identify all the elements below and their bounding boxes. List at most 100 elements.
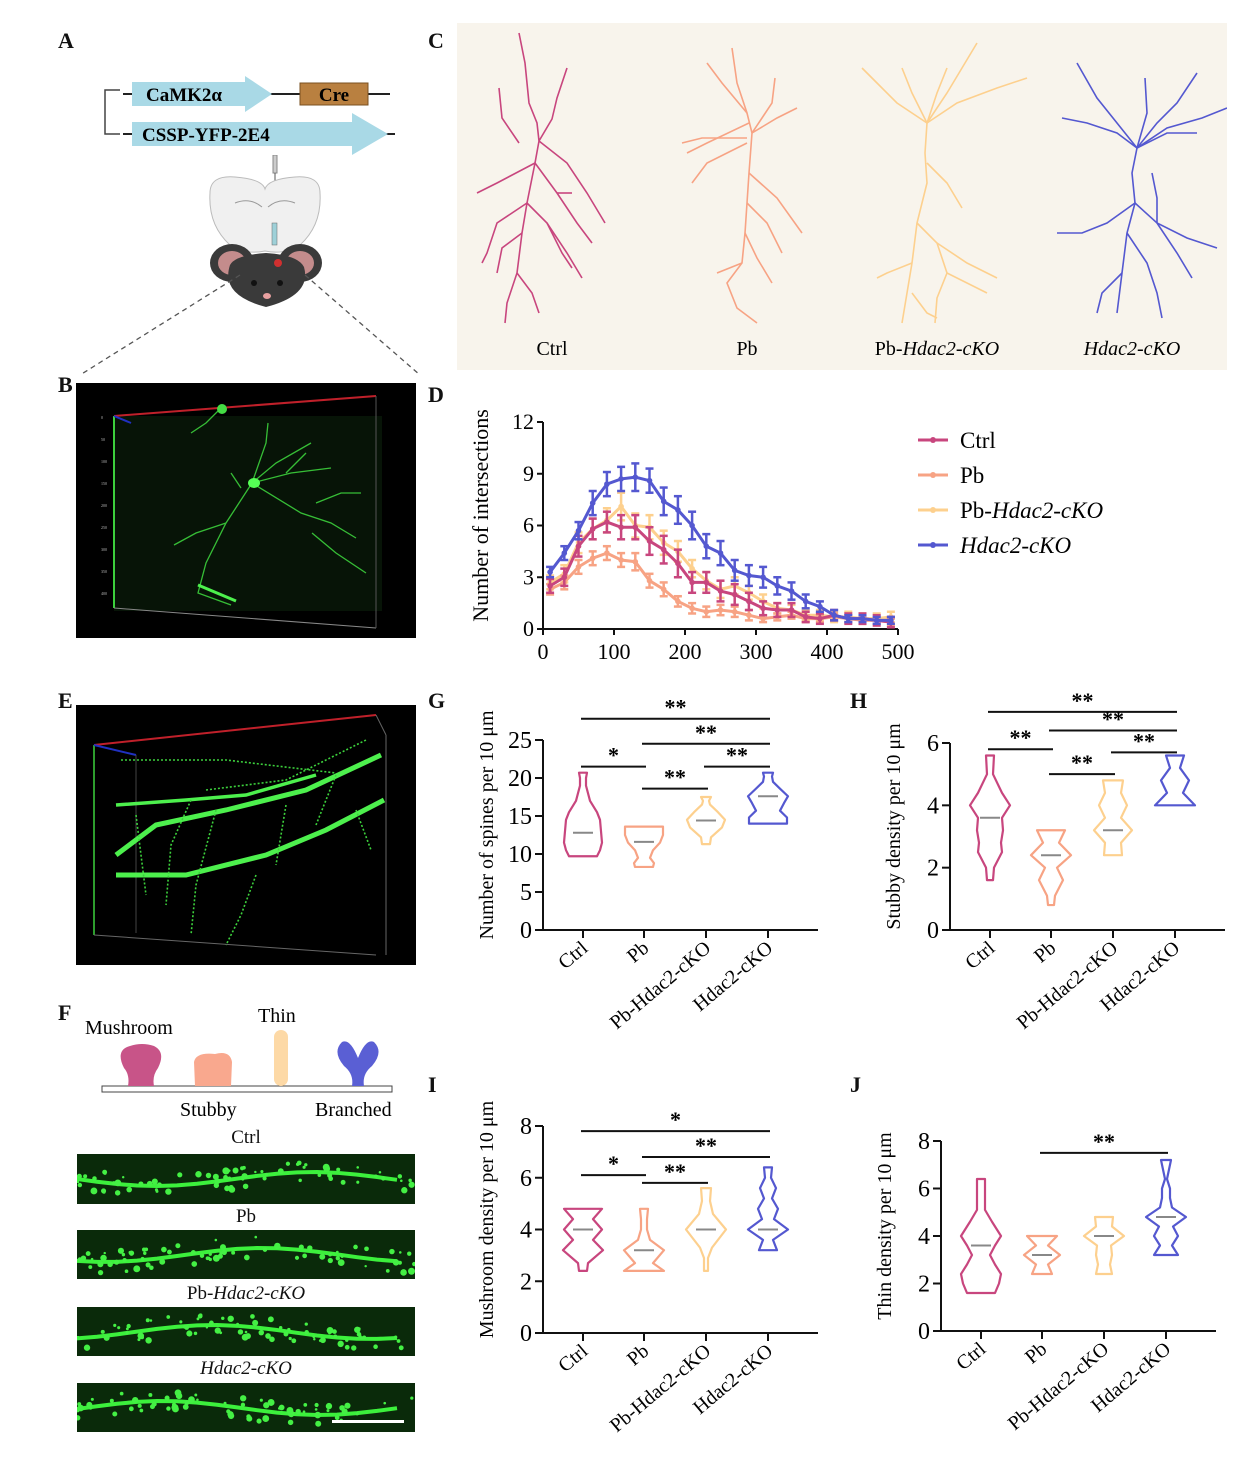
spine-puncta: [355, 1412, 359, 1416]
violin-hdac2-cko: [1153, 754, 1197, 807]
data-point: [561, 574, 568, 581]
violin-ctrl: [561, 1207, 605, 1272]
data-point: [660, 498, 667, 505]
data-point: [618, 503, 624, 510]
x-tick-label: 0: [538, 639, 549, 664]
spine-puncta: [231, 1250, 236, 1255]
spine-puncta: [364, 1246, 369, 1252]
x-tick-label: Pb-Hdac2-cKO: [1004, 1338, 1113, 1435]
dendrite-fluorescence: [77, 1389, 414, 1427]
spine-puncta: [291, 1338, 297, 1344]
spine-puncta: [298, 1244, 304, 1250]
spine-puncta: [124, 1269, 129, 1274]
data-point: [646, 538, 653, 544]
data-point: [547, 569, 553, 575]
spine-puncta: [214, 1238, 218, 1242]
mouse-brain-injection-illustration: [209, 155, 322, 307]
tracing-label-ctrl: Ctrl: [536, 338, 568, 360]
spine-puncta: [125, 1331, 129, 1335]
spine-puncta: [114, 1190, 121, 1196]
y-tick-label: 0: [520, 1321, 532, 1347]
data-point: [731, 567, 738, 574]
dendrite-shaft-fluorescence: [77, 1323, 398, 1341]
x-tick-label: Pb: [1021, 1338, 1051, 1368]
spine-puncta: [392, 1259, 400, 1266]
spine-puncta: [336, 1167, 341, 1172]
data-point: [717, 607, 724, 613]
x-tick-label: Ctrl: [952, 1338, 990, 1375]
spine-puncta: [148, 1392, 153, 1397]
spine-puncta: [126, 1186, 133, 1193]
spine-puncta: [312, 1335, 316, 1339]
spine-puncta: [244, 1330, 248, 1334]
data-point: [604, 481, 610, 487]
spine-puncta: [242, 1183, 249, 1190]
y-tick-label: 5: [520, 880, 532, 906]
dendrite-strip-ctrl: [77, 1154, 415, 1204]
spine-label-mushroom: Mushroom: [85, 1017, 173, 1039]
significance-label: **: [1072, 688, 1094, 713]
strip-label-pb: Pb: [235, 1206, 257, 1227]
data-point: [760, 615, 766, 622]
spine-puncta: [325, 1402, 333, 1410]
dendrite-strip-pb: [77, 1230, 415, 1279]
spine-puncta: [326, 1409, 330, 1413]
spine-puncta: [267, 1399, 275, 1406]
spine-puncta: [100, 1329, 105, 1334]
data-point: [561, 550, 568, 556]
spine-puncta: [219, 1244, 226, 1251]
violin-pb-hdac2-cko: [684, 1186, 728, 1272]
camk2a-promoter-arrow: [132, 76, 272, 112]
significance-label: *: [608, 1151, 619, 1176]
data-point: [717, 550, 724, 556]
spine-puncta: [326, 1326, 334, 1334]
spine-puncta: [337, 1259, 345, 1267]
mushroom-density-violin-chart: 0 2 4 6 8 Mushroom density per 10 μm Ctrl PbPb-…: [476, 1100, 818, 1437]
spine-puncta: [166, 1249, 172, 1255]
dendrite-main-2: [116, 797, 386, 878]
spine-puncta: [83, 1174, 88, 1179]
data-point: [717, 588, 724, 594]
spine-puncta: [262, 1176, 267, 1181]
sholl-analysis-chart: 0 3 6 9 12 0 100 200 300 400 500 Number of intersec…: [468, 409, 1103, 664]
significance-label: *: [608, 743, 619, 768]
spine-puncta: [304, 1322, 308, 1326]
spine-puncta: [213, 1182, 220, 1189]
spine-puncta: [175, 1392, 183, 1400]
spine-puncta: [102, 1190, 106, 1194]
spine-puncta: [205, 1172, 212, 1179]
data-point: [689, 579, 695, 586]
data-point: [703, 608, 710, 615]
legend-item-hdac2-cko: Hdac2-cKO: [918, 533, 1072, 558]
y-tick-label: 2: [927, 856, 939, 882]
spine-puncta: [246, 1415, 253, 1422]
spine-puncta: [240, 1395, 247, 1402]
dendrite-strip-hdac2-cko: [77, 1383, 415, 1432]
thin-spine-icon: [274, 1030, 288, 1086]
y-tick-label: 6: [523, 513, 534, 538]
dendrite-shaft-fluorescence: [77, 1170, 398, 1188]
spine-puncta: [155, 1189, 159, 1193]
spine-puncta: [254, 1235, 258, 1239]
spine-puncta: [288, 1336, 292, 1341]
spine-puncta: [407, 1251, 412, 1256]
data-point: [788, 607, 795, 613]
spine-puncta: [254, 1170, 257, 1174]
neuron-3d-micrograph: 0 50 100 150 200 250 300 350 400: [76, 383, 416, 638]
data-point: [760, 574, 766, 581]
data-point: [802, 598, 809, 605]
data-point: [746, 598, 752, 605]
spine-puncta: [385, 1268, 390, 1273]
y-tick-label: 4: [918, 1224, 930, 1250]
spine-puncta: [250, 1314, 255, 1319]
cssp-yfp-label: CSSP-YFP-2E4: [142, 125, 270, 146]
spine-puncta: [274, 1242, 281, 1250]
spine-puncta: [263, 1402, 270, 1409]
spine-puncta: [245, 1333, 251, 1339]
panel-label-a: A: [58, 28, 74, 53]
spine-puncta: [138, 1181, 144, 1187]
y-axis-label: Number of spines per 10 μm: [476, 710, 498, 939]
y-tick-label: 0: [927, 918, 939, 944]
spine-puncta: [241, 1173, 248, 1180]
panel-label-g: G: [428, 688, 446, 713]
